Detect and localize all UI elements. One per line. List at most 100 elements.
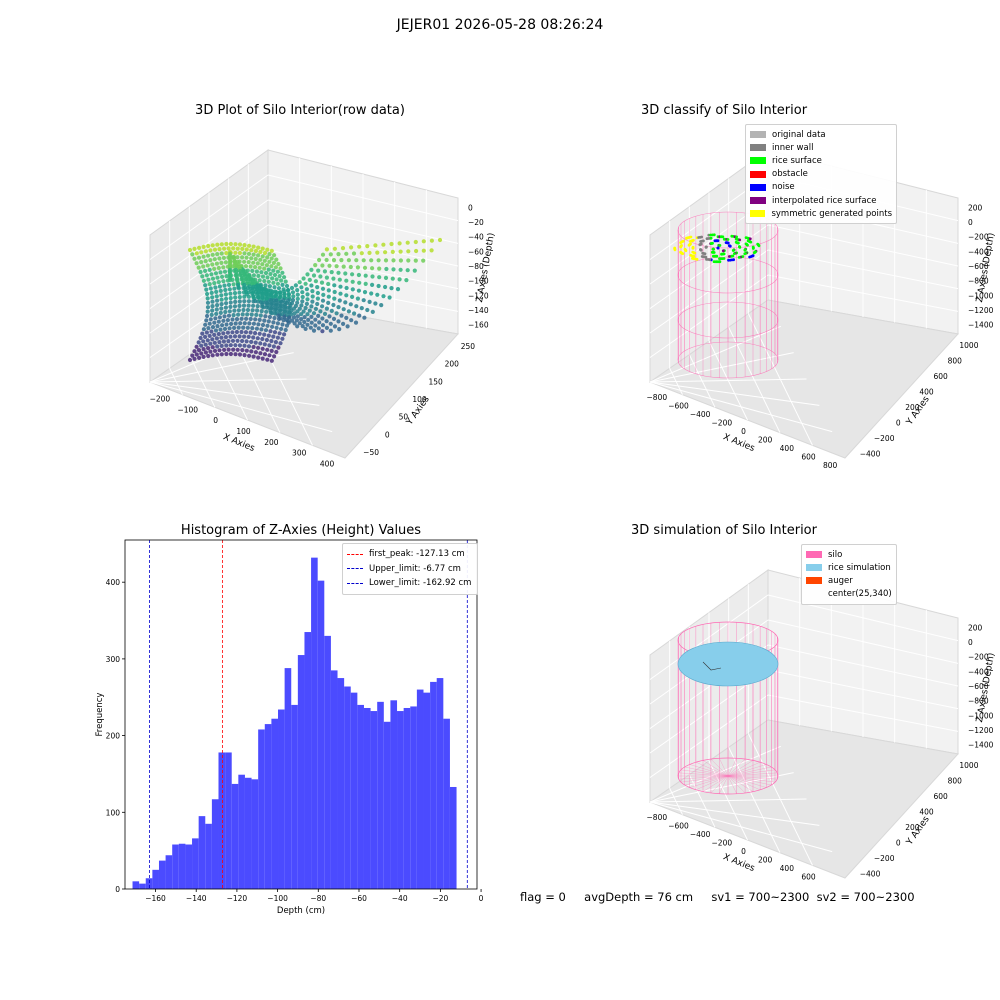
raw-point — [235, 255, 240, 260]
raw-point — [275, 335, 280, 340]
simulation-y-tick-label: 1000 — [959, 761, 978, 770]
classify-point — [738, 238, 742, 242]
histogram-y-tick-label: 100 — [106, 808, 121, 817]
raw-point — [244, 316, 249, 321]
raw-point — [383, 284, 388, 290]
classify-plot-title: 3D classify of Silo Interior — [640, 103, 808, 118]
raw-point — [313, 317, 318, 322]
raw-point — [295, 288, 300, 293]
histogram-bar — [390, 700, 398, 889]
raw-point — [334, 311, 339, 316]
raw-point — [349, 245, 354, 250]
raw-point — [305, 272, 310, 277]
classify-point — [718, 257, 721, 261]
raw-point — [227, 287, 232, 292]
raw-point — [241, 303, 247, 308]
raw-point — [343, 271, 348, 276]
raw-point — [311, 328, 317, 333]
raw-point — [222, 246, 227, 251]
raw-point — [192, 349, 197, 354]
simulation-silo-spoke — [727, 775, 776, 783]
raw-point — [332, 289, 337, 295]
raw-point — [271, 320, 276, 325]
raw-x-tick-label: 200 — [264, 438, 279, 447]
histogram-bar — [251, 779, 259, 889]
raw-point — [326, 288, 331, 293]
raw-point — [228, 300, 233, 305]
classify-point — [733, 252, 736, 256]
raw-point — [266, 279, 271, 284]
raw-point — [251, 252, 256, 257]
raw-point — [280, 303, 285, 308]
classify-z-tick-label: −1000 — [968, 291, 994, 300]
raw-point — [192, 256, 197, 261]
classify-point — [691, 250, 695, 254]
raw-point — [224, 296, 229, 301]
raw-point — [257, 278, 262, 283]
simulation-z-tick-label: −1400 — [968, 741, 994, 750]
simulation-silo-spoke — [727, 758, 737, 777]
raw-point — [190, 353, 195, 358]
raw-point — [346, 309, 351, 314]
raw-point — [397, 277, 402, 282]
raw-point — [295, 314, 300, 319]
raw-point — [196, 340, 201, 345]
classify-y-tick-label: 800 — [948, 356, 963, 365]
raw-point — [329, 308, 334, 313]
histogram-bar — [158, 860, 166, 889]
raw-point — [218, 327, 223, 332]
raw-point — [233, 299, 238, 304]
raw-point — [248, 316, 253, 322]
raw-point — [246, 334, 251, 339]
raw-point — [313, 263, 318, 268]
raw-point — [331, 302, 336, 308]
raw-point — [280, 270, 285, 275]
raw-point — [263, 328, 269, 333]
raw-point — [218, 310, 223, 315]
raw-point — [357, 313, 362, 318]
raw-point — [234, 317, 240, 322]
raw-x-tick-label: −200 — [150, 394, 171, 403]
raw-point — [245, 307, 251, 313]
raw-point — [203, 259, 208, 264]
simulation-z-tick-label: −400 — [968, 667, 989, 676]
classify-point — [673, 246, 677, 250]
raw-point — [232, 308, 237, 313]
raw-point — [269, 348, 274, 353]
simulation-x-tick-label: 600 — [801, 872, 816, 880]
raw-point — [206, 326, 211, 331]
raw-point — [398, 249, 403, 254]
histogram-y-axis-label: Frequency — [95, 693, 105, 737]
histogram-legend-item: Upper_limit: -6.77 cm — [347, 562, 473, 577]
raw-point — [370, 266, 375, 271]
raw-point — [217, 256, 222, 261]
raw-point — [331, 276, 336, 281]
histogram-bar — [324, 635, 331, 889]
raw-point — [271, 344, 276, 349]
raw-point — [210, 262, 215, 267]
raw-point — [262, 258, 267, 263]
raw-z-tick-label: −60 — [468, 247, 484, 256]
histogram-bar — [258, 729, 265, 889]
raw-point — [308, 325, 313, 330]
raw-point — [404, 278, 409, 283]
raw-point — [199, 250, 204, 255]
raw-point — [198, 335, 203, 341]
raw-point — [199, 343, 204, 348]
raw-point — [212, 320, 217, 325]
simulation-silo-spoke — [689, 775, 729, 788]
raw-point — [242, 243, 247, 248]
raw-point — [210, 345, 215, 350]
classify-x-axis-label: X Axies — [721, 432, 756, 454]
simulation-plot-title: 3D simulation of Silo Interior — [631, 523, 817, 538]
simulation-x-tick-label: −200 — [712, 839, 733, 848]
classify-point — [735, 235, 738, 239]
raw-point — [249, 256, 254, 261]
raw-point — [203, 283, 208, 288]
raw-point — [273, 265, 278, 270]
raw-point — [216, 331, 221, 337]
raw-point — [307, 308, 312, 313]
raw-point — [359, 306, 364, 311]
raw-point — [204, 287, 209, 292]
raw-point — [286, 291, 291, 296]
